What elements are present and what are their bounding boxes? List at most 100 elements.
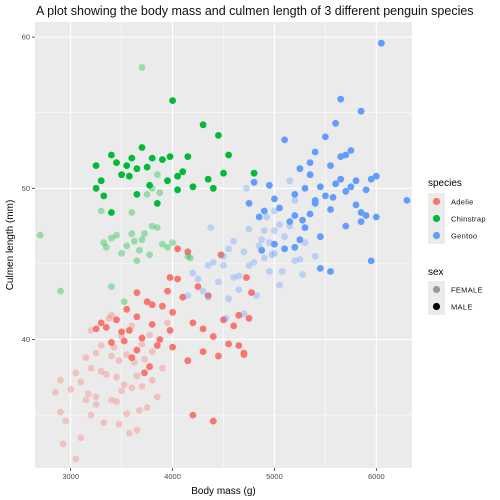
point-adelie-female	[118, 387, 125, 395]
point-adelie-female	[148, 376, 156, 384]
point-adelie-female	[133, 426, 141, 434]
point-gentoo-female	[240, 310, 248, 318]
point-gentoo-male	[311, 148, 319, 156]
point-gentoo-female	[245, 262, 253, 269]
point-chinstrap-male	[118, 171, 125, 179]
point-gentoo-female	[243, 184, 250, 192]
point-adelie-female	[92, 393, 100, 401]
point-adelie-female	[77, 434, 85, 442]
point-chinstrap-female	[100, 239, 108, 247]
point-adelie-male	[97, 319, 105, 327]
x-axis-title: Body mass (g)	[191, 486, 255, 497]
point-chinstrap-female	[118, 249, 125, 257]
point-adelie-male	[199, 348, 207, 355]
point-gentoo-male	[301, 184, 309, 192]
point-chinstrap-female	[136, 246, 143, 254]
y-axis-title: Culmen length (mm)	[5, 200, 16, 291]
point-gentoo-female	[250, 259, 258, 266]
point-adelie-male	[235, 311, 243, 319]
point-chinstrap-female	[153, 171, 161, 179]
point-gentoo-female	[260, 254, 268, 262]
point-adelie-female	[97, 342, 105, 349]
point-gentoo-female	[204, 262, 212, 269]
point-chinstrap-male	[153, 200, 161, 207]
point-adelie-male	[164, 287, 171, 295]
legend-item-adelie: Adelie	[428, 193, 474, 210]
point-gentoo-male	[299, 216, 306, 224]
point-gentoo-male	[322, 133, 329, 141]
point-adelie-female	[59, 440, 67, 448]
point-gentoo-male	[342, 151, 350, 159]
point-chinstrap-male	[159, 156, 166, 164]
point-adelie-male	[133, 346, 141, 354]
point-gentoo-male	[347, 183, 355, 191]
point-adelie-male	[125, 327, 133, 334]
point-adelie-male	[225, 340, 233, 348]
point-chinstrap-male	[133, 191, 141, 198]
point-gentoo-female	[299, 271, 306, 278]
point-adelie-male	[184, 248, 192, 256]
point-chinstrap-female	[187, 254, 194, 262]
point-adelie-male	[184, 357, 192, 365]
point-adelie-male	[133, 313, 141, 321]
point-chinstrap-male	[125, 172, 133, 180]
legend-label-adelie: Adelie	[451, 198, 474, 207]
point-gentoo-female	[235, 272, 243, 280]
point-adelie-male	[118, 328, 125, 336]
point-adelie-male	[235, 342, 243, 349]
point-adelie-female	[97, 367, 105, 375]
point-adelie-male	[245, 314, 253, 322]
point-chinstrap-male	[148, 154, 156, 162]
point-chinstrap-male	[100, 192, 108, 200]
point-gentoo-male	[332, 180, 339, 188]
point-gentoo-male	[357, 209, 365, 216]
point-adelie-male	[148, 321, 156, 328]
point-gentoo-male	[311, 200, 319, 207]
point-gentoo-female	[271, 207, 278, 215]
point-gentoo-female	[199, 287, 207, 295]
point-adelie-male	[209, 417, 217, 425]
point-gentoo-male	[306, 159, 314, 167]
point-gentoo-male	[281, 245, 288, 253]
point-adelie-female	[136, 407, 143, 414]
point-adelie-male	[194, 283, 202, 290]
point-gentoo-female	[189, 269, 197, 277]
legend-species: species Adelie Chinstrap Gentoo	[428, 178, 486, 244]
point-adelie-male	[146, 363, 154, 371]
y-tick-label: 40	[22, 335, 30, 344]
legend-key-adelie	[432, 197, 441, 206]
point-adelie-male	[217, 251, 225, 259]
point-adelie-female	[164, 319, 171, 327]
point-chinstrap-male	[204, 175, 212, 183]
point-adelie-female	[62, 417, 69, 425]
point-chinstrap-female	[138, 236, 146, 244]
minor-gridlines	[35, 22, 412, 468]
point-adelie-female	[92, 349, 100, 357]
point-gentoo-male	[301, 224, 309, 232]
point-chinstrap-male	[225, 151, 233, 159]
point-adelie-female	[82, 354, 90, 361]
point-adelie-female	[87, 364, 95, 372]
point-gentoo-male	[291, 212, 299, 219]
point-gentoo-male	[347, 147, 355, 154]
legend-key-female	[432, 285, 441, 294]
point-gentoo-female	[245, 225, 253, 233]
point-adelie-female	[143, 404, 151, 411]
point-chinstrap-female	[141, 230, 148, 238]
point-adelie-male	[143, 298, 151, 306]
point-chinstrap-male	[209, 184, 217, 192]
point-adelie-male	[102, 324, 110, 331]
point-gentoo-male	[271, 240, 278, 248]
point-gentoo-female	[215, 278, 222, 286]
point-chinstrap-female	[102, 243, 110, 251]
point-adelie-male	[133, 289, 141, 296]
x-tick-label: 6000	[368, 472, 385, 481]
point-gentoo-female	[194, 275, 202, 283]
point-adelie-male	[174, 245, 182, 253]
legend-key-male	[432, 302, 441, 311]
point-gentoo-male	[260, 207, 268, 215]
y-tick-label: 60	[22, 33, 30, 42]
point-adelie-female	[115, 357, 123, 365]
point-chinstrap-male	[179, 168, 187, 176]
